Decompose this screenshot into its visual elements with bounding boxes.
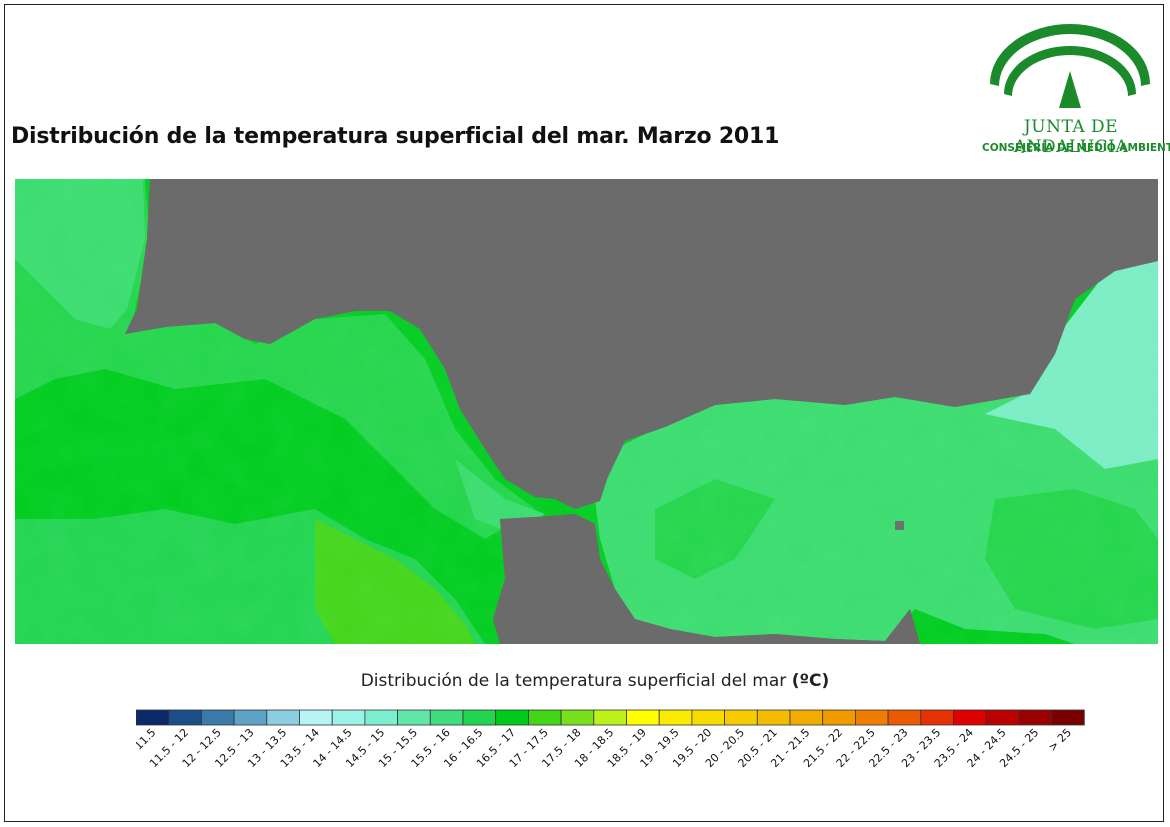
legend-swatch	[855, 709, 889, 726]
figure-frame	[4, 4, 1164, 822]
legend-swatch	[887, 709, 922, 726]
legend-swatch	[626, 709, 660, 726]
legend-swatch	[233, 709, 268, 726]
legend-swatch	[201, 709, 235, 726]
logo-department: CONSEJERÍA DE MEDIO AMBIENTE	[982, 142, 1170, 154]
legend-swatch	[136, 709, 170, 726]
legend-swatch	[1051, 709, 1085, 726]
legend-swatch	[724, 709, 758, 726]
legend-swatch	[822, 709, 856, 726]
andalucia-arches-logo-icon	[990, 24, 1150, 108]
legend-swatch	[462, 709, 497, 726]
legend-swatch	[593, 709, 627, 726]
legend-swatch	[429, 709, 464, 726]
sea-temperature-map	[15, 179, 1158, 644]
land-overlay-south	[493, 514, 920, 644]
legend-label: > 25	[1046, 726, 1074, 754]
legend-swatch	[691, 709, 726, 726]
map-title: Distribución de la temperatura superfici…	[11, 124, 780, 149]
legend-swatch	[658, 709, 693, 726]
legend-swatch	[495, 709, 529, 726]
legend-swatch	[266, 709, 300, 726]
legend-swatch	[527, 709, 562, 726]
legend-swatch	[560, 709, 595, 726]
legend-swatch	[985, 709, 1020, 726]
legend-swatch	[789, 709, 824, 726]
logo-org-name: JUNTA DE ANDALUCIA	[1013, 117, 1129, 157]
legend-swatch	[364, 709, 398, 726]
legend-swatch	[756, 709, 791, 726]
legend-swatch	[953, 709, 987, 726]
legend-swatch	[1018, 709, 1053, 726]
legend-title: Distribución de la temperatura superfici…	[360, 671, 830, 691]
legend-swatch	[168, 709, 202, 726]
legend-swatch	[331, 709, 366, 726]
land-overlay-north	[125, 179, 1158, 509]
legend-swatch	[920, 709, 954, 726]
legend-swatch	[299, 709, 333, 726]
legend-swatch	[397, 709, 431, 726]
